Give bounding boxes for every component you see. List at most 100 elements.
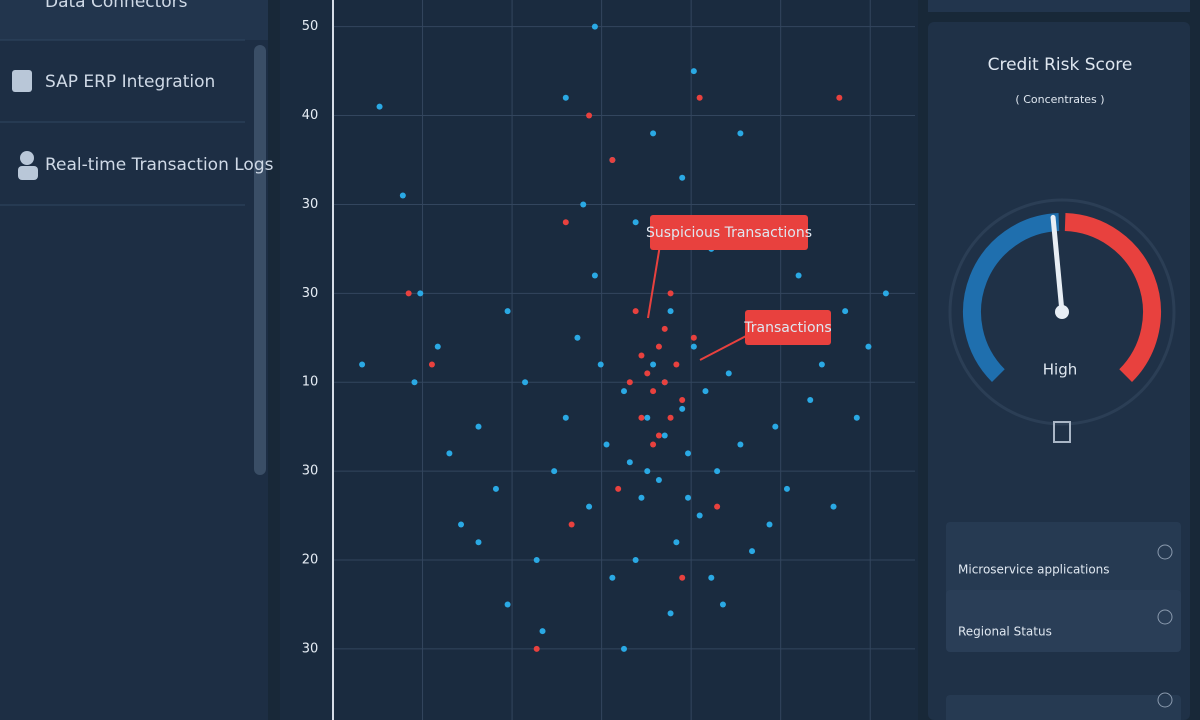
point: [714, 503, 721, 510]
point: [655, 343, 662, 350]
panel-item[interactable]: [946, 590, 1181, 652]
point: [615, 485, 622, 492]
point: [405, 290, 412, 297]
point: [609, 574, 616, 581]
point: [458, 521, 465, 528]
plot: 50 40 30 30 10 30 20 30: [302, 0, 915, 720]
panel-item[interactable]: [946, 695, 1181, 720]
y-tick-label: 30: [302, 464, 319, 479]
annotation-box: [745, 310, 831, 345]
point: [621, 388, 627, 395]
point: [399, 192, 406, 199]
point: [679, 574, 686, 581]
point: [655, 477, 662, 483]
point: [661, 432, 668, 439]
icon: [12, 70, 32, 92]
chevron[interactable]: [1157, 544, 1173, 560]
point: [522, 379, 529, 386]
point: [626, 459, 633, 466]
sidebar: [0, 0, 268, 720]
y-tick-label: 30: [302, 641, 319, 656]
point: [562, 94, 569, 101]
point: [818, 361, 825, 368]
point: [586, 503, 593, 510]
panel-item-label[interactable]: Regional Status: [958, 625, 1052, 639]
gauge-title: Credit Risk Score: [988, 55, 1133, 75]
point: [650, 388, 657, 395]
point: [685, 494, 692, 501]
point: [551, 468, 558, 475]
panel-item[interactable]: [946, 522, 1181, 602]
gauge-arc-low: [963, 213, 1060, 382]
point: [609, 157, 616, 163]
point: [667, 414, 674, 421]
panel-top: [928, 0, 1190, 12]
point: [533, 645, 540, 652]
point: [644, 414, 651, 421]
point: [673, 361, 680, 368]
point: [591, 272, 598, 279]
point: [702, 388, 709, 395]
point: [638, 414, 645, 421]
point: [632, 219, 639, 226]
point: [650, 441, 657, 448]
point: [539, 628, 546, 635]
point: [667, 308, 674, 315]
chevron[interactable]: [1157, 609, 1173, 625]
point: [783, 485, 790, 492]
point: [411, 379, 418, 386]
point: [580, 201, 587, 208]
point: [737, 130, 744, 137]
point: [655, 432, 662, 439]
icon: [1053, 421, 1071, 443]
icon: [18, 166, 38, 180]
point: [667, 610, 674, 617]
scrollbar[interactable]: [254, 45, 266, 475]
sidebar-item[interactable]: [0, 0, 268, 40]
point: [638, 352, 645, 359]
point: [446, 450, 453, 457]
gauge: [963, 213, 1161, 382]
chart-panel: [280, 0, 918, 720]
point: [504, 601, 511, 608]
point: [795, 272, 802, 279]
point: [650, 130, 657, 137]
point: [708, 574, 715, 581]
leader-line: [699, 334, 749, 361]
point: [719, 601, 726, 608]
annotations: Suspicious Transactions Transactions: [646, 215, 832, 361]
annotation: Transactions: [743, 320, 831, 336]
point: [690, 68, 697, 75]
chevron[interactable]: [1157, 692, 1173, 708]
point: [417, 290, 424, 297]
annotation-box: [650, 215, 808, 250]
gauge-needle: [1050, 214, 1065, 315]
point: [661, 325, 668, 332]
point: [725, 370, 732, 377]
point: [650, 361, 657, 368]
point: [574, 334, 581, 341]
sidebar-label[interactable]: SAP ERP Integration: [45, 72, 215, 92]
y-tick-label: 50: [302, 19, 319, 34]
point: [714, 468, 721, 475]
point: [690, 343, 697, 350]
y-tick-label: 40: [302, 108, 319, 123]
point: [638, 494, 645, 501]
point: [533, 557, 540, 563]
panel-item-label[interactable]: Microservice applications: [958, 563, 1110, 577]
sidebar-label[interactable]: Real-time Transaction Logs: [45, 155, 274, 175]
point: [772, 423, 779, 430]
sidebar-label[interactable]: Data Connectors: [45, 0, 188, 12]
point: [434, 343, 441, 350]
point: [475, 423, 482, 430]
point: [644, 468, 651, 475]
point: [376, 103, 383, 110]
y-tick-label: 20: [302, 553, 319, 568]
gauge-ring: [948, 198, 1176, 426]
point: [882, 290, 889, 297]
point: [749, 548, 756, 555]
icon: [20, 151, 34, 165]
point: [644, 370, 651, 377]
y-tick-label: 10: [302, 375, 319, 390]
